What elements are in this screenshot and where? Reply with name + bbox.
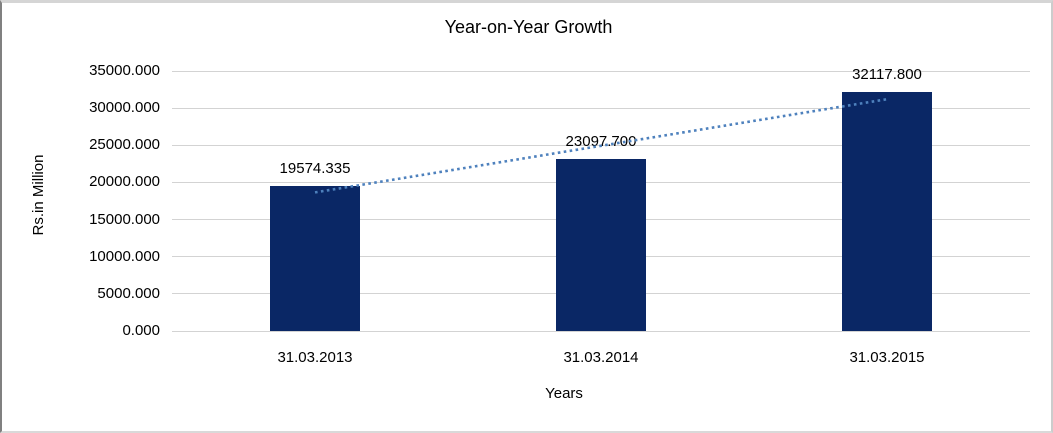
x-axis-category-label: 31.03.2014 (563, 349, 639, 366)
chart-title: Year-on-Year Growth (444, 17, 613, 37)
bar-value-label: 19574.335 (279, 159, 351, 177)
y-axis-tick-label: 20000.000 (89, 173, 160, 191)
bar-31.03.2015 (842, 92, 932, 331)
y-axis-tick-label: 5000.000 (97, 284, 160, 302)
gridline (172, 330, 1030, 332)
x-axis-title: Years (545, 385, 583, 402)
y-axis-tick-label: 30000.000 (89, 99, 160, 117)
y-axis-title: Rs.in Million (30, 154, 47, 236)
gridline (172, 70, 1030, 72)
bar-value-label: 32117.800 (852, 66, 922, 84)
y-axis-tick-label: 0.000 (122, 322, 160, 339)
gridline (172, 107, 1030, 109)
bar-31.03.2014 (556, 159, 646, 331)
trendline (314, 97, 888, 194)
x-axis-category-label: 31.03.2013 (277, 349, 353, 366)
x-axis-category-label: 31.03.2015 (849, 349, 925, 366)
y-axis-tick-label: 35000.000 (89, 62, 160, 79)
bar-31.03.2013 (270, 185, 360, 331)
y-axis-tick-label: 10000.000 (89, 247, 160, 265)
y-axis-tick-label: 25000.000 (89, 136, 160, 154)
bar-value-label: 23097.700 (565, 133, 637, 151)
y-axis-tick-label: 15000.000 (89, 210, 160, 228)
